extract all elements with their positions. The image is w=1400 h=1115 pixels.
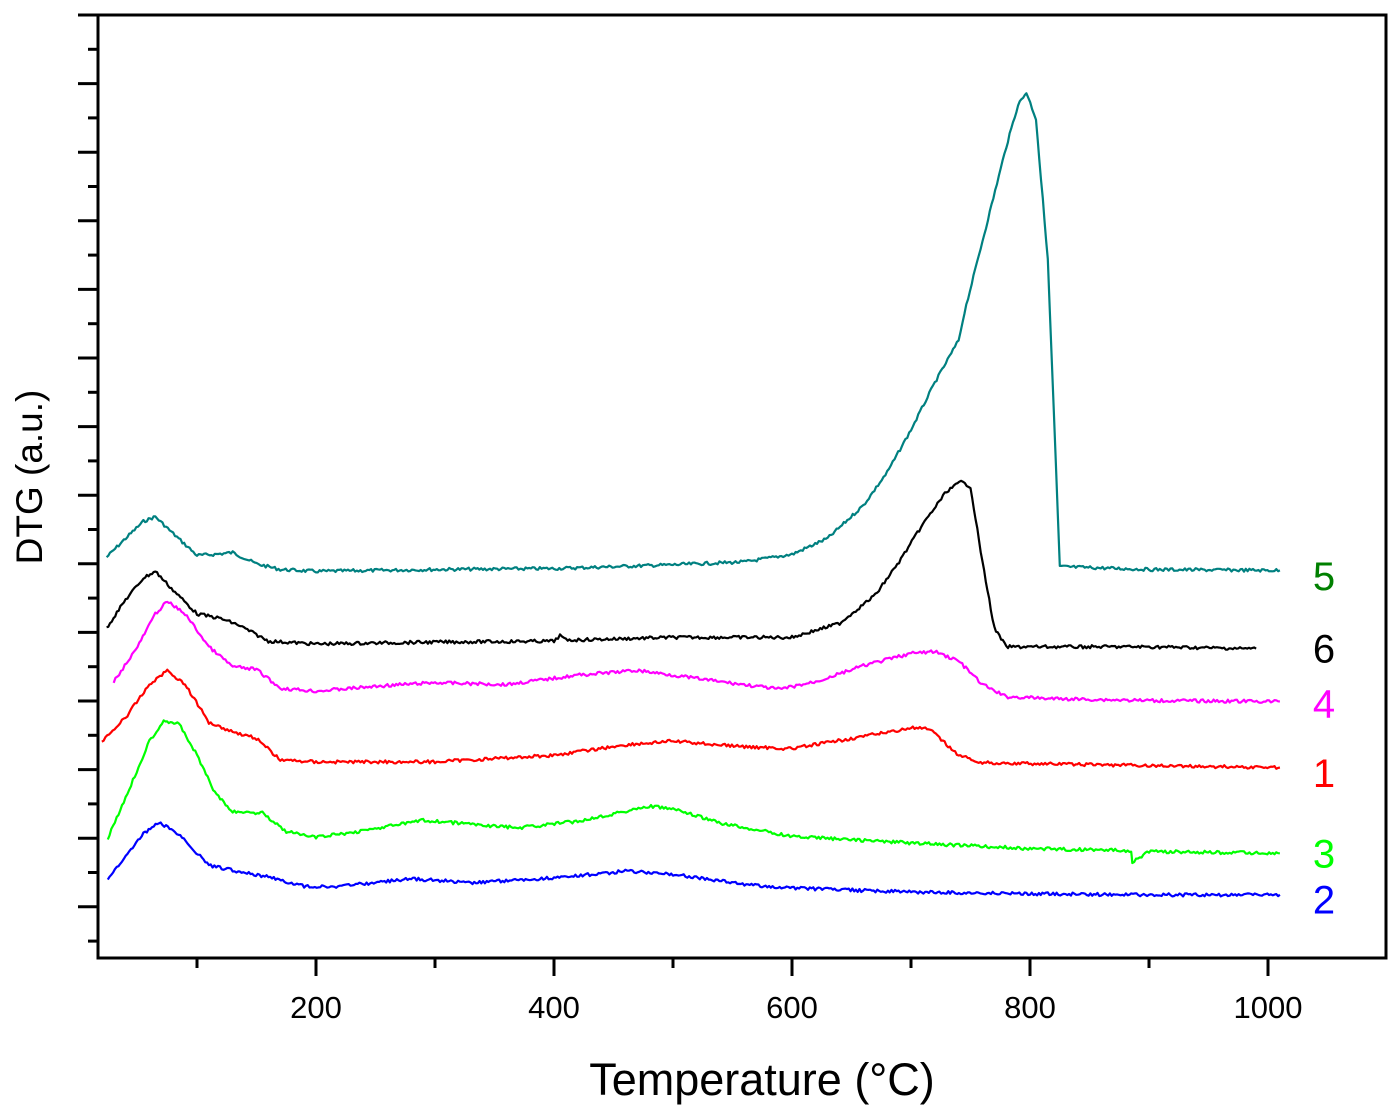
x-tick-label: 800 xyxy=(1004,990,1056,1025)
x-axis-ticks: 200 400 600 800 1000 xyxy=(195,958,1303,1025)
series-label-5: 5 xyxy=(1313,555,1335,599)
y-axis-ticks xyxy=(78,13,98,943)
data-curves xyxy=(101,92,1281,898)
curve-sample-5 xyxy=(105,92,1281,574)
curve-sample-1 xyxy=(101,668,1281,770)
x-tick-label: 200 xyxy=(290,990,342,1025)
curve-sample-2 xyxy=(106,821,1281,898)
x-tick-label: 400 xyxy=(528,990,580,1025)
curve-sample-4 xyxy=(112,600,1281,704)
curve-sample-3 xyxy=(106,719,1280,865)
curve-sample-6 xyxy=(106,479,1257,651)
x-tick-label: 600 xyxy=(766,990,818,1025)
series-label-3: 3 xyxy=(1313,832,1335,876)
x-tick-label: 1000 xyxy=(1234,990,1303,1025)
x-axis-title: Temperature (°C) xyxy=(589,1054,935,1105)
series-label-6: 6 xyxy=(1313,628,1335,672)
plot-frame xyxy=(96,13,1388,960)
series-label-4: 4 xyxy=(1313,682,1335,726)
plot-border xyxy=(96,13,1388,960)
series-label-2: 2 xyxy=(1313,879,1335,923)
y-axis-title: DTG (a.u.) xyxy=(9,390,50,565)
series-labels: 5 6 4 1 32 xyxy=(1313,555,1335,922)
series-label-1: 1 xyxy=(1313,752,1335,796)
